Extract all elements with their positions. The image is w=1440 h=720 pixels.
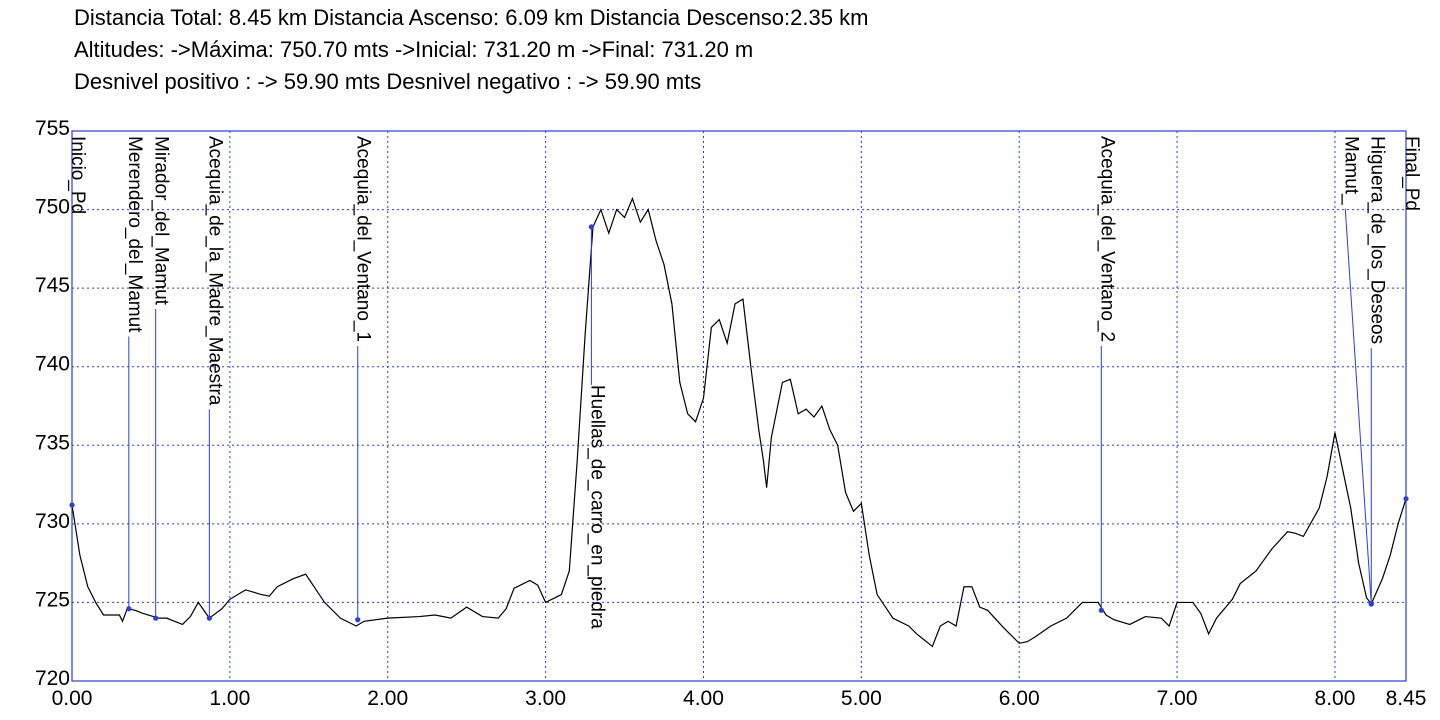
waypoint-marker [126,606,132,612]
waypoint-marker [153,615,159,621]
waypoint-marker [588,224,594,230]
header-line: Distancia Total: 8.45 km Distancia Ascen… [74,5,868,30]
plot-frame [71,130,1407,682]
y-tick-label: 745 [35,274,70,297]
waypoint-label: Higuera_de_los_Deseos [1366,136,1387,344]
x-tick-label: 6.00 [999,687,1040,710]
y-tick-label: 725 [35,588,70,611]
waypoint-label: Huellas_de_carro_en_piedra [586,385,607,629]
x-tick-label: 8.00 [1315,687,1356,710]
x-tick-label: 2.00 [367,687,408,710]
x-tick-label: 1.00 [209,687,250,710]
waypoint-label: Acequia_del_Ventano_2 [1096,136,1117,342]
waypoint-marker [355,617,361,623]
y-tick-label: 750 [35,196,70,219]
waypoint-marker [206,615,212,621]
x-tick-label: 3.00 [525,687,566,710]
waypoint-marker [1098,607,1104,613]
waypoint-marker [1403,496,1409,502]
profile-line [71,196,1407,648]
x-tick-label: 7.00 [1157,687,1198,710]
waypoint-label: Final_Pd [1401,136,1422,211]
waypoint-leader [1344,208,1372,605]
waypoint-label: Inicio_Pd [67,136,88,214]
x-tick-label: 8.45 [1386,687,1427,710]
y-tick-label: 735 [35,431,70,454]
waypoint-label: Mamut_ [1340,136,1361,205]
waypoint-marker [69,502,75,508]
x-tick-label: 5.00 [841,687,882,710]
waypoint-label: Acequia_de_la_Madre_Maestra [204,136,225,406]
header-line: Altitudes: ->Máxima: 750.70 mts ->Inicia… [74,37,753,62]
y-tick-label: 730 [35,510,70,533]
waypoint-label: Merendero_del_Mamut [124,136,145,333]
waypoint-label: Mirador_del_Mamut [151,136,172,306]
x-tick-label: 4.00 [683,687,724,710]
y-tick-label: 755 [35,117,70,140]
x-tick-label: 0.00 [52,687,93,710]
header-line: Desnivel positivo : -> 59.90 mts Desnive… [74,69,701,94]
y-tick-label: 720 [35,667,70,690]
y-tick-label: 740 [35,353,70,376]
waypoint-marker [1368,601,1374,607]
waypoint-label: Acequia_del_Ventano_1 [353,136,374,342]
